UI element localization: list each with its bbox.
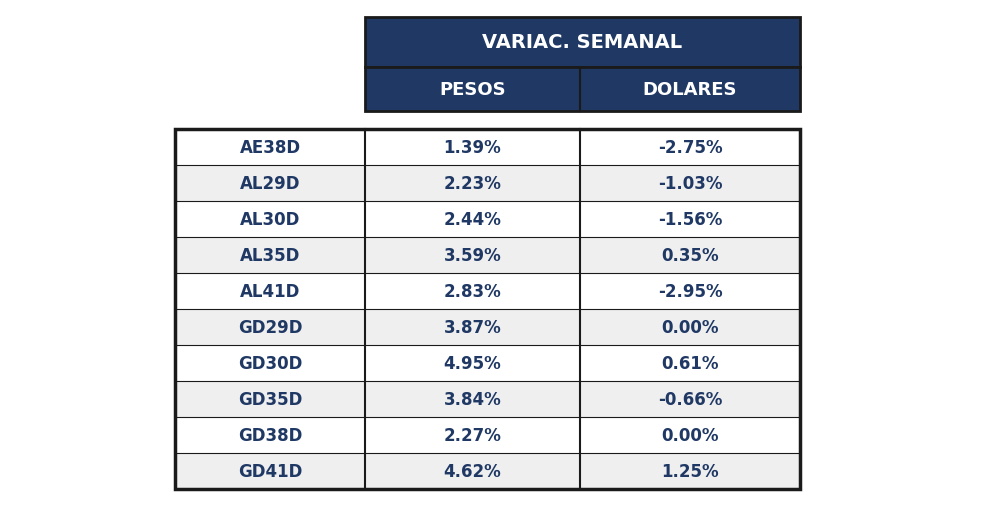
Text: GD38D: GD38D (237, 426, 302, 444)
Text: GD30D: GD30D (237, 354, 302, 372)
Text: GD41D: GD41D (237, 462, 302, 480)
Text: -1.03%: -1.03% (657, 175, 722, 192)
Text: GD35D: GD35D (237, 390, 302, 408)
Text: VARIAC. SEMANAL: VARIAC. SEMANAL (483, 34, 683, 52)
Text: AL35D: AL35D (239, 246, 300, 265)
Text: 0.61%: 0.61% (661, 354, 719, 372)
Text: 1.39%: 1.39% (443, 139, 501, 157)
Text: 0.00%: 0.00% (661, 426, 719, 444)
Bar (175, 238, 800, 273)
Text: 1.25%: 1.25% (661, 462, 719, 480)
Text: 2.27%: 2.27% (443, 426, 501, 444)
Bar (175, 130, 800, 489)
Bar (175, 453, 800, 489)
Text: DOLARES: DOLARES (643, 81, 738, 99)
Text: 2.23%: 2.23% (443, 175, 501, 192)
Bar (175, 417, 800, 453)
Text: 0.35%: 0.35% (661, 246, 719, 265)
Bar (365, 68, 800, 112)
Text: 2.44%: 2.44% (443, 211, 501, 229)
Text: 3.59%: 3.59% (443, 246, 501, 265)
Text: AL29D: AL29D (239, 175, 300, 192)
Text: 3.87%: 3.87% (443, 318, 501, 336)
Text: 3.84%: 3.84% (443, 390, 501, 408)
Bar (175, 165, 800, 202)
Bar (175, 345, 800, 381)
Bar (175, 202, 800, 238)
Bar (175, 309, 800, 345)
Bar (365, 18, 800, 68)
Text: -2.75%: -2.75% (657, 139, 722, 157)
Text: GD29D: GD29D (237, 318, 302, 336)
Text: -1.56%: -1.56% (658, 211, 722, 229)
Text: 0.00%: 0.00% (661, 318, 719, 336)
Text: -2.95%: -2.95% (657, 282, 722, 300)
Text: 4.95%: 4.95% (443, 354, 501, 372)
Text: 2.83%: 2.83% (443, 282, 501, 300)
Text: AL30D: AL30D (239, 211, 300, 229)
Bar (175, 381, 800, 417)
Text: 4.62%: 4.62% (443, 462, 501, 480)
Text: -0.66%: -0.66% (658, 390, 722, 408)
Bar (175, 130, 800, 165)
Text: AE38D: AE38D (239, 139, 300, 157)
Text: PESOS: PESOS (439, 81, 506, 99)
Bar (175, 273, 800, 309)
Text: AL41D: AL41D (239, 282, 300, 300)
